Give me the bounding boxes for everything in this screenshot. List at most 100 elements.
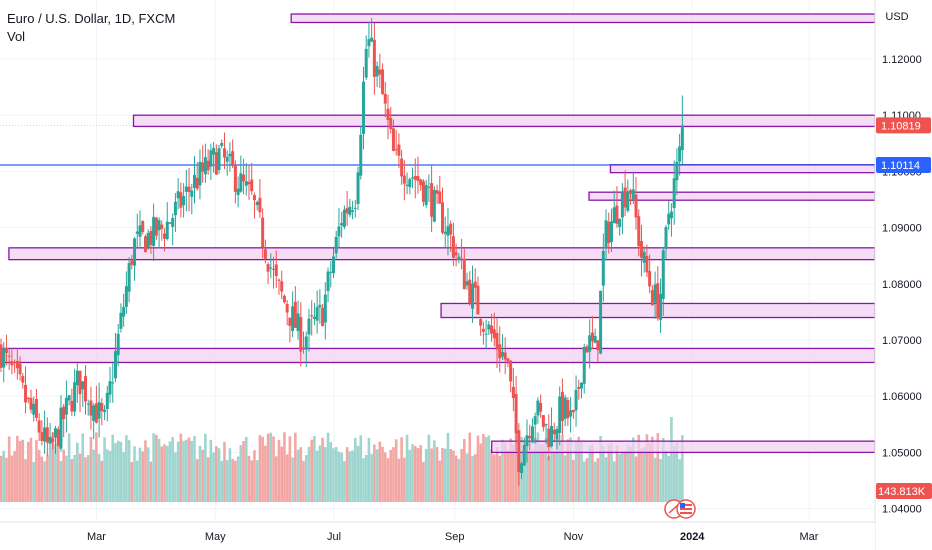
candle-body xyxy=(430,183,434,217)
volume-bar xyxy=(403,457,406,502)
volume-bar xyxy=(656,433,660,502)
volume-bar xyxy=(255,460,259,502)
volume-bar xyxy=(528,452,532,502)
candle-body xyxy=(163,233,167,239)
candle-body xyxy=(291,306,295,332)
volume-bar xyxy=(130,461,134,502)
volume-bar xyxy=(247,455,251,502)
volume-bar xyxy=(135,460,139,502)
candle-body xyxy=(563,397,567,419)
volume-bar xyxy=(582,461,586,502)
event-badges[interactable] xyxy=(664,499,696,519)
volume-bar xyxy=(144,440,147,502)
volume-bar xyxy=(264,445,267,502)
candle-body xyxy=(108,381,112,395)
volume-bar xyxy=(152,433,155,502)
candle-body xyxy=(465,281,469,286)
candle-body xyxy=(533,416,537,425)
volume-bar xyxy=(667,455,671,502)
volume-bar xyxy=(533,437,537,502)
volume-bar xyxy=(675,440,679,502)
symbol-title[interactable]: Euro / U.S. Dollar, 1D, FXCM xyxy=(7,11,176,26)
candle-body xyxy=(73,382,77,412)
volume-bar xyxy=(441,448,444,502)
supply-demand-zones[interactable] xyxy=(0,13,876,454)
volume-bar xyxy=(413,445,417,502)
volume-bar xyxy=(522,442,526,502)
volume-bar xyxy=(381,446,384,502)
volume-bar xyxy=(364,454,368,502)
volume-bar xyxy=(463,439,466,502)
volume-bar xyxy=(373,444,376,502)
candle-body xyxy=(470,283,474,309)
candle-body xyxy=(105,392,109,410)
candle-body xyxy=(334,236,338,254)
volume-bar xyxy=(18,440,22,502)
candle-body xyxy=(432,189,436,222)
volume-bar xyxy=(223,442,226,502)
candle-body xyxy=(476,285,480,315)
volume-bar xyxy=(550,444,553,502)
volume-bar xyxy=(285,454,289,502)
candle-body xyxy=(631,189,635,200)
price-tick-label: 1.07000 xyxy=(882,335,922,347)
candle-body xyxy=(127,263,131,292)
zone-rectangle[interactable] xyxy=(0,347,876,364)
zone-rectangle[interactable] xyxy=(132,114,876,128)
candle-body xyxy=(81,381,85,390)
candle-body xyxy=(302,347,306,349)
candle-body xyxy=(143,236,147,253)
volume-bar xyxy=(452,450,455,502)
volume-bar xyxy=(321,437,324,502)
volume-bar xyxy=(574,441,578,502)
price-tags: 1.10819 1.10114 143.813K xyxy=(876,117,932,499)
volume-bar xyxy=(5,457,8,502)
candle-body xyxy=(443,231,447,234)
volume-bar xyxy=(21,439,25,502)
zone-rectangle[interactable] xyxy=(8,247,876,261)
volume-bar xyxy=(125,435,128,502)
volume-bar xyxy=(593,461,597,502)
time-tick-label: Nov xyxy=(564,531,584,543)
volume-bar xyxy=(552,450,556,502)
candle-body xyxy=(375,66,379,77)
volume-bar xyxy=(637,434,641,502)
candle-body xyxy=(571,409,575,413)
volume-bar xyxy=(105,449,109,502)
candle-body xyxy=(484,333,488,335)
price-axis[interactable]: 1.120001.110001.100001.090001.080001.070… xyxy=(874,0,932,550)
time-axis[interactable]: Mar May Jul Sep Nov 2024 Mar xyxy=(0,521,875,550)
candle-body xyxy=(446,226,450,236)
volume-bar xyxy=(155,434,158,502)
volume-bar xyxy=(604,457,608,502)
volume-bar xyxy=(234,460,237,502)
candle-body xyxy=(503,352,507,360)
candle-body xyxy=(272,268,276,270)
volume-bar xyxy=(443,448,447,502)
volume-indicator-label[interactable]: Vol xyxy=(7,29,26,44)
candle-body xyxy=(416,175,420,181)
volume-bar xyxy=(471,455,474,502)
candle-body xyxy=(408,179,412,188)
volume-bar xyxy=(272,436,275,502)
volume-bar xyxy=(585,458,589,502)
volume-bar xyxy=(59,460,63,502)
volume-bar xyxy=(67,433,71,502)
volume-bar xyxy=(51,432,55,502)
candle-body xyxy=(18,363,22,375)
zone-rectangle[interactable] xyxy=(609,164,876,174)
volume-bar xyxy=(62,449,65,502)
candle-body xyxy=(310,315,314,317)
candle-body xyxy=(236,188,240,196)
volume-bar xyxy=(258,435,262,502)
candle-body xyxy=(391,128,395,151)
volume-bar xyxy=(280,446,284,502)
volume-bar xyxy=(315,450,319,502)
candle-body xyxy=(315,307,319,321)
volume-bar xyxy=(629,446,632,502)
currency-button[interactable]: USD xyxy=(885,11,909,23)
candle-body xyxy=(639,240,643,258)
candle-body xyxy=(367,39,371,47)
zone-rectangle[interactable] xyxy=(290,13,876,24)
